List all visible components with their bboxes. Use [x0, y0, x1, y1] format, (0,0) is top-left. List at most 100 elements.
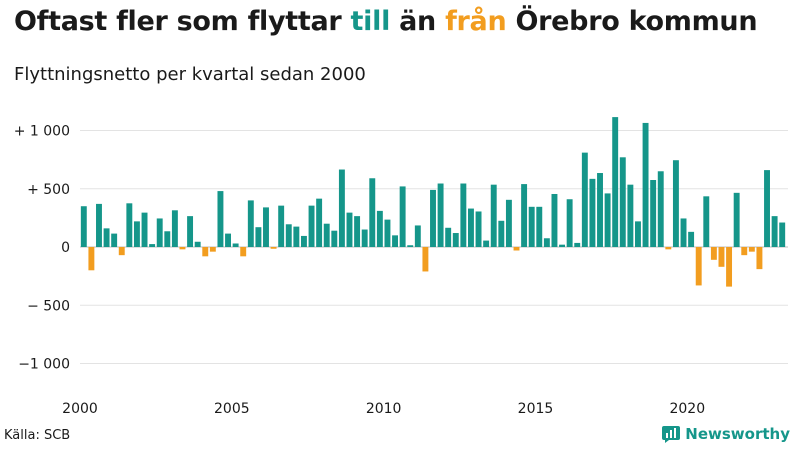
- bar: 2007 Q4: 415: [316, 198, 323, 247]
- bar: 2004 Q2: -40: [209, 247, 216, 252]
- bar: 2023 Q1: 210: [779, 222, 786, 247]
- brand-logo: Newsworthy: [662, 425, 790, 443]
- bar: 2002 Q4: 135: [164, 231, 171, 247]
- bar: 2012 Q1: 165: [445, 227, 452, 247]
- bar: 2012 Q3: 545: [460, 183, 467, 247]
- bar: 2020 Q2: -330: [695, 247, 702, 286]
- bar: 2005 Q3: 400: [247, 200, 254, 247]
- bar: 2019 Q4: 245: [680, 218, 687, 247]
- x-tick-label: 2015: [518, 401, 554, 417]
- bar: 2014 Q2: -30: [513, 247, 520, 251]
- bar: 2015 Q2: 75: [543, 238, 550, 247]
- bar: 2013 Q2: 55: [483, 240, 490, 247]
- bar: 2013 Q1: 305: [475, 211, 482, 247]
- title-part2: än: [390, 6, 446, 37]
- x-tick-label: 2000: [62, 401, 98, 417]
- bar: 2003 Q1: 315: [171, 210, 178, 247]
- bar: 2013 Q4: 225: [498, 220, 505, 247]
- title-part1: Oftast fler som flyttar: [14, 6, 351, 37]
- bar: 2002 Q1: 295: [141, 212, 148, 247]
- bar: 2002 Q3: 245: [156, 218, 163, 247]
- bar: 2022 Q3: 660: [764, 170, 770, 247]
- source-label: Källa: SCB: [4, 428, 71, 443]
- x-tick-label: 2005: [214, 401, 250, 417]
- bar: 2006 Q2: -15: [270, 247, 277, 249]
- bar: 2016 Q2: 35: [574, 242, 581, 247]
- bar: 2007 Q3: 355: [308, 205, 315, 247]
- bar-chart-icon: [662, 425, 681, 443]
- bar: 2021 Q4: -70: [741, 247, 748, 256]
- bar: 2011 Q3: 490: [430, 189, 436, 247]
- bar: 2008 Q1: 200: [323, 223, 330, 247]
- bar: 2000 Q2: -200: [88, 247, 95, 271]
- bar: 2022 Q2: -190: [756, 247, 763, 270]
- y-tick-label: + 500: [27, 182, 70, 198]
- bar: 2003 Q3: 265: [187, 216, 194, 247]
- bar: 2009 Q1: 265: [354, 216, 361, 247]
- bar: 2002 Q2: 25: [149, 244, 156, 247]
- bar: 2019 Q2: -20: [665, 247, 672, 250]
- y-tick-label: 0: [61, 240, 70, 256]
- bar: 2016 Q1: 410: [566, 199, 573, 247]
- bar: 2004 Q1: -80: [202, 247, 209, 257]
- bar: 2016 Q3: 810: [581, 152, 588, 247]
- bar: 2010 Q2: 100: [392, 235, 398, 247]
- bar: 2016 Q4: 585: [589, 178, 596, 247]
- bar: 2011 Q4: 545: [437, 183, 444, 247]
- bar: 2001 Q4: 220: [133, 221, 140, 247]
- bar: 2014 Q4: 345: [528, 206, 535, 247]
- bar: 2006 Q3: 355: [278, 205, 285, 247]
- bar: 2017 Q3: 1115: [612, 117, 619, 247]
- bar: 2020 Q4: -110: [710, 247, 717, 260]
- brand-name: Newsworthy: [685, 425, 790, 443]
- bar: 2019 Q1: 650: [657, 171, 664, 247]
- y-tick-label: − 500: [27, 298, 70, 314]
- bar: 2017 Q2: 460: [604, 193, 611, 247]
- bar: 2001 Q1: 115: [111, 233, 118, 247]
- chart-title: Oftast fler som flyttar till än från Öre…: [14, 6, 758, 37]
- bar: 2010 Q3: 520: [399, 186, 406, 247]
- bar: 2014 Q3: 540: [521, 184, 528, 247]
- bar: 2006 Q1: 340: [263, 207, 269, 247]
- bar: 2011 Q2: -210: [422, 247, 429, 272]
- bar: 2007 Q2: 95: [300, 235, 307, 247]
- bar: 2005 Q1: 30: [232, 243, 239, 247]
- bar: 2006 Q4: 195: [285, 224, 292, 247]
- bar: 2000 Q1: 350: [80, 206, 87, 247]
- y-tick-label: −1 000: [18, 357, 70, 373]
- title-part3: Örebro kommun: [506, 6, 758, 37]
- bar: 2014 Q1: 405: [505, 199, 512, 247]
- bar: 2012 Q2: 120: [452, 233, 459, 247]
- bar: 2018 Q3: 1065: [642, 122, 649, 247]
- bar: 2004 Q3: 480: [217, 191, 224, 247]
- title-fran: från: [445, 6, 507, 37]
- bar: 2010 Q4: 15: [407, 245, 414, 247]
- bar: 2021 Q3: 465: [733, 192, 740, 247]
- bar: 2017 Q1: 635: [597, 173, 603, 247]
- bar: 2018 Q4: 575: [650, 180, 657, 247]
- bar: 2009 Q3: 590: [369, 178, 376, 247]
- bar: 2018 Q1: 535: [627, 184, 634, 247]
- bar: 2020 Q1: 130: [688, 231, 695, 247]
- bar: 2005 Q2: -80: [240, 247, 247, 257]
- x-axis: 2000 2005 2010 2015 2020: [62, 401, 705, 417]
- bar: 2022 Q1: -40: [748, 247, 755, 252]
- bar: 2015 Q1: 345: [536, 206, 543, 247]
- x-tick-label: 2020: [669, 401, 705, 417]
- y-axis: + 1 000 + 500 0 − 500 −1 000: [14, 124, 70, 373]
- chart-subtitle: Flyttningsnetto per kvartal sedan 2000: [14, 64, 366, 85]
- y-tick-label: + 1 000: [14, 124, 70, 140]
- bars: 2000 Q1: 3502000 Q2: -2002000 Q3: 370200…: [80, 117, 786, 287]
- bar: 2008 Q3: 665: [338, 169, 345, 247]
- bar: 2001 Q2: -70: [118, 247, 125, 256]
- bar: 2021 Q1: -170: [718, 247, 725, 267]
- bar: 2020 Q3: 435: [703, 196, 710, 247]
- bar: 2009 Q4: 310: [376, 210, 383, 247]
- bar: 2021 Q2: -340: [726, 247, 733, 287]
- bar: 2022 Q4: 265: [771, 216, 778, 247]
- bar: 2015 Q3: 455: [551, 193, 558, 247]
- bar: 2012 Q4: 330: [468, 208, 474, 247]
- bar: 2011 Q1: 185: [414, 225, 421, 247]
- bar: 2017 Q4: 770: [619, 157, 626, 247]
